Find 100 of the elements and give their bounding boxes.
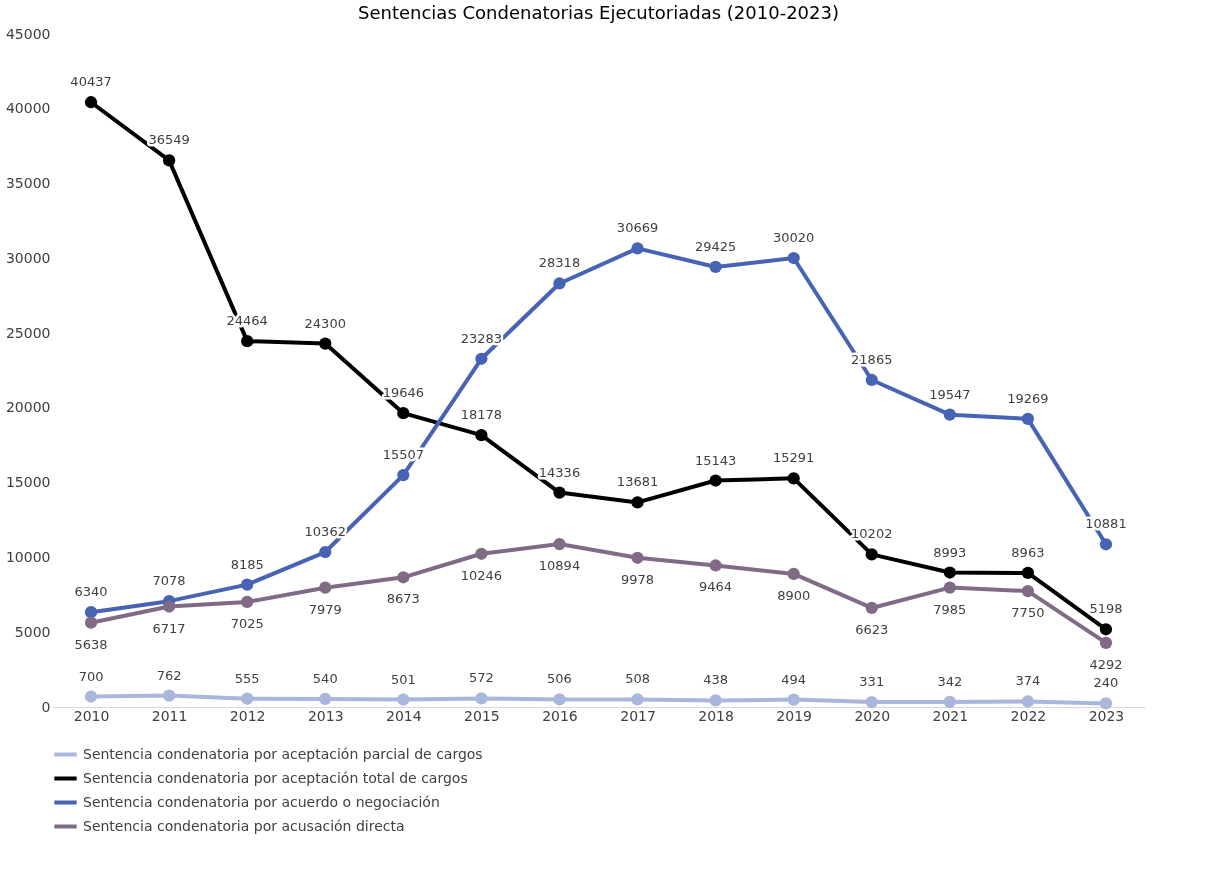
- point: [943, 581, 956, 594]
- data-label: 9978: [620, 571, 655, 587]
- data-label: 5638: [74, 636, 108, 652]
- data-label: 40437: [70, 74, 112, 90]
- point: [553, 537, 566, 551]
- point: [709, 559, 722, 572]
- point: [397, 468, 410, 482]
- data-label: 4292: [1089, 656, 1123, 672]
- data-label: 10894: [538, 558, 581, 574]
- data-label: 8993: [933, 544, 967, 560]
- y-tick-label: 25000: [5, 324, 51, 341]
- point: [787, 693, 800, 706]
- legend-label: Sentencia condenatoria por aceptación total de cargos: [83, 769, 468, 786]
- y-tick-label: 30000: [5, 249, 51, 266]
- data-label: 374: [1015, 673, 1041, 689]
- data-label: 240: [1093, 675, 1119, 691]
- data-label: 438: [703, 672, 729, 688]
- point: [241, 578, 254, 591]
- x-tick-label: 2012: [229, 707, 266, 724]
- point: [84, 690, 98, 703]
- point: [553, 693, 566, 706]
- point: [787, 472, 800, 485]
- y-tick-label: 0: [41, 698, 51, 715]
- point: [319, 545, 332, 559]
- point: [1021, 412, 1035, 425]
- point: [162, 154, 176, 167]
- x-tick-label: 2022: [1010, 707, 1047, 724]
- data-label: 506: [547, 671, 572, 687]
- data-label: 508: [625, 671, 650, 687]
- data-label: 23283: [460, 330, 503, 346]
- point: [709, 474, 722, 487]
- point: [787, 567, 800, 581]
- y-tick-label: 10000: [5, 548, 51, 565]
- x-tick-label: 2019: [776, 707, 812, 724]
- data-label: 15143: [694, 452, 737, 468]
- data-label: 555: [234, 670, 260, 686]
- data-label: 7979: [308, 601, 342, 617]
- data-label: 19547: [929, 386, 971, 402]
- data-label: 5198: [1089, 601, 1123, 617]
- point: [865, 373, 878, 387]
- point: [1099, 538, 1113, 551]
- data-label: 7750: [1011, 605, 1045, 621]
- y-tick-label: 35000: [5, 175, 51, 192]
- point: [1099, 636, 1113, 649]
- point: [1021, 584, 1035, 598]
- point: [84, 606, 98, 619]
- data-label: 6717: [152, 620, 186, 636]
- x-tick-label: 2021: [932, 707, 969, 724]
- data-label: 28318: [538, 255, 581, 271]
- point: [162, 600, 176, 613]
- point: [1099, 697, 1113, 710]
- data-label: 24300: [304, 315, 346, 331]
- point: [943, 566, 956, 579]
- point: [553, 277, 566, 290]
- legend-label: Sentencia condenatoria por acusación directa: [83, 817, 405, 834]
- point: [1021, 566, 1035, 580]
- x-tick-label: 2023: [1088, 707, 1125, 724]
- point: [943, 695, 956, 708]
- x-tick-label: 2017: [620, 707, 656, 724]
- data-label: 540: [312, 670, 338, 686]
- data-label: 700: [78, 668, 104, 684]
- data-label: 10362: [304, 524, 346, 540]
- y-tick-label: 15000: [5, 474, 51, 491]
- data-label: 6340: [74, 584, 108, 600]
- data-label: 18178: [460, 407, 503, 423]
- point: [319, 337, 332, 350]
- data-label: 13681: [616, 474, 659, 490]
- x-tick-label: 2014: [386, 707, 422, 724]
- data-label: 331: [859, 674, 885, 690]
- data-label: 8900: [777, 587, 811, 603]
- y-tick-label: 5000: [14, 623, 51, 640]
- x-tick-label: 2020: [854, 707, 891, 724]
- data-label: 494: [781, 671, 807, 687]
- data-label: 6623: [855, 621, 889, 637]
- point: [475, 692, 488, 705]
- point: [865, 548, 878, 561]
- data-label: 342: [937, 673, 963, 689]
- data-label: 14336: [538, 464, 581, 480]
- legend-label: Sentencia condenatoria por acuerdo o negociación: [83, 793, 440, 810]
- point: [475, 352, 488, 365]
- point: [943, 408, 956, 421]
- point: [162, 689, 176, 702]
- data-label: 7078: [152, 573, 186, 589]
- point: [475, 429, 488, 442]
- point: [241, 692, 254, 705]
- point: [631, 242, 644, 255]
- x-tick-label: 2015: [464, 707, 500, 724]
- data-label: 501: [390, 671, 416, 687]
- point: [319, 581, 332, 594]
- point: [631, 693, 644, 706]
- point: [397, 571, 410, 584]
- data-label: 9464: [699, 579, 733, 595]
- point: [397, 407, 410, 420]
- data-label: 8963: [1011, 544, 1045, 560]
- data-label: 10246: [460, 567, 503, 583]
- point: [709, 694, 722, 707]
- data-label: 8185: [230, 556, 264, 572]
- data-label: 572: [468, 670, 494, 686]
- point: [397, 693, 410, 706]
- y-tick-label: 40000: [5, 100, 51, 117]
